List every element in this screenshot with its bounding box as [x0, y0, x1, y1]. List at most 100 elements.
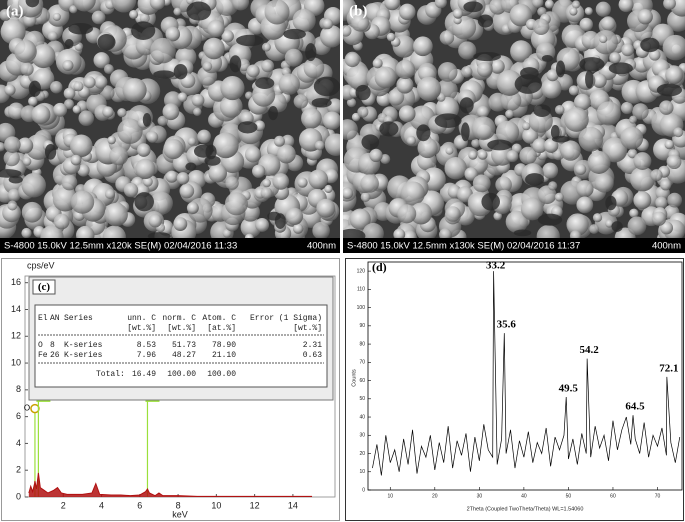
- y-tick-label: 50: [359, 396, 365, 402]
- sem-grain: [179, 183, 195, 199]
- sem-grain: [605, 219, 614, 228]
- sem-grain: [476, 105, 489, 118]
- sem-grain: [569, 230, 582, 238]
- sem-grain: [52, 12, 61, 21]
- table-cell: 100.00: [207, 370, 236, 379]
- sem-grain: [541, 78, 562, 99]
- sem-grain: [94, 75, 108, 89]
- sem-pore: [68, 22, 94, 35]
- sem-grain: [292, 8, 316, 33]
- sem-grain: [402, 230, 417, 238]
- sem-grain: [207, 19, 225, 38]
- y-tick-label: 12: [11, 331, 21, 341]
- sem-grain: [0, 8, 12, 21]
- sem-grain: [346, 98, 357, 108]
- sem-grain: [396, 76, 414, 94]
- sem-pore: [28, 80, 41, 97]
- sem-grain: [522, 127, 539, 144]
- sem-grain: [522, 122, 531, 131]
- sem-grain: [628, 115, 638, 124]
- sem-grain: [387, 88, 405, 106]
- sem-grain: [31, 104, 51, 125]
- sem-grain: [587, 150, 611, 174]
- sem-pore: [487, 139, 512, 151]
- x-tick-label: 30: [477, 493, 483, 499]
- sem-grain: [554, 105, 565, 115]
- sem-grain: [444, 157, 467, 180]
- sem-pore: [193, 144, 213, 158]
- table-cell: 2.31: [303, 341, 322, 350]
- sem-grain: [344, 51, 361, 68]
- y-tick-label: 20: [359, 451, 365, 457]
- sem-grain: [655, 196, 668, 209]
- sem-grain: [650, 169, 663, 182]
- peak-label: 64.5: [625, 401, 645, 413]
- sem-grain: [25, 134, 52, 160]
- sem-grain: [191, 93, 205, 107]
- sem-grain: [362, 222, 384, 238]
- table-cell: O: [38, 341, 43, 350]
- sem-grain: [532, 138, 548, 154]
- sem-grain: [135, 158, 156, 179]
- sem-grain: [471, 116, 496, 141]
- element-badge: [30, 403, 40, 414]
- sem-pore: [267, 211, 281, 221]
- sem-grain: [629, 208, 639, 218]
- sem-grain: [202, 61, 213, 72]
- sem-grain: [496, 69, 523, 96]
- sem-grain: [314, 140, 325, 151]
- sem-grain: [495, 120, 520, 144]
- sem-grain: [445, 146, 454, 155]
- table-cell: [wt.%]: [293, 324, 322, 333]
- sem-grain: [386, 32, 396, 42]
- sem-grain: [21, 227, 32, 238]
- sem-grain: [69, 5, 78, 14]
- peak-label: 33.2: [486, 260, 506, 272]
- sem-grain: [273, 135, 285, 147]
- sem-grain: [659, 100, 674, 115]
- sem-grain: [303, 57, 325, 79]
- sem-grain: [102, 225, 126, 238]
- sem-grain: [31, 44, 56, 69]
- sem-grain: [452, 8, 464, 19]
- sem-grain: [505, 109, 514, 119]
- sem-grain: [595, 1, 611, 17]
- y-tick-label: 80: [359, 341, 365, 347]
- sem-grain: [417, 137, 438, 159]
- sem-info: S-4800 15.0kV 12.5mm x130k SE(M) 02/04/2…: [347, 241, 580, 252]
- x-axis-label: keV: [172, 509, 188, 519]
- sem-grain: [660, 179, 672, 191]
- sem-pore: [0, 169, 22, 178]
- sem-grain: [135, 36, 155, 56]
- sem-image: [343, 0, 685, 238]
- sem-grain: [637, 9, 653, 25]
- sem-grain: [107, 135, 116, 145]
- sem-grain: [543, 138, 559, 153]
- sem-pore: [236, 34, 264, 47]
- sem-grain: [61, 174, 78, 191]
- sem-grain: [416, 76, 442, 101]
- sem-grain: [632, 103, 649, 120]
- sem-pore: [463, 1, 483, 13]
- sem-grain: [163, 138, 184, 160]
- sem-pore: [605, 195, 617, 211]
- sem-grain: [609, 52, 621, 64]
- sem-grain: [548, 181, 558, 191]
- sem-grain: [177, 92, 188, 103]
- sem-grain: [123, 182, 139, 198]
- y-tick-label: 10: [11, 357, 21, 367]
- sem-grain: [437, 62, 458, 82]
- table-cell: 21.10: [212, 351, 236, 360]
- table-cell: Atom. C: [202, 314, 236, 323]
- sem-grain: [148, 214, 162, 228]
- sem-grain: [21, 172, 46, 198]
- y-tick-label: 14: [11, 304, 21, 314]
- sem-grain: [7, 200, 18, 211]
- table-cell: 8: [50, 341, 55, 350]
- sem-grain: [380, 154, 391, 165]
- sem-grain: [297, 177, 308, 188]
- table-cell: unn. C: [127, 314, 156, 323]
- y-tick-label: 0: [362, 487, 365, 493]
- y-tick-label: 90: [359, 323, 365, 329]
- sem-pore: [237, 121, 258, 134]
